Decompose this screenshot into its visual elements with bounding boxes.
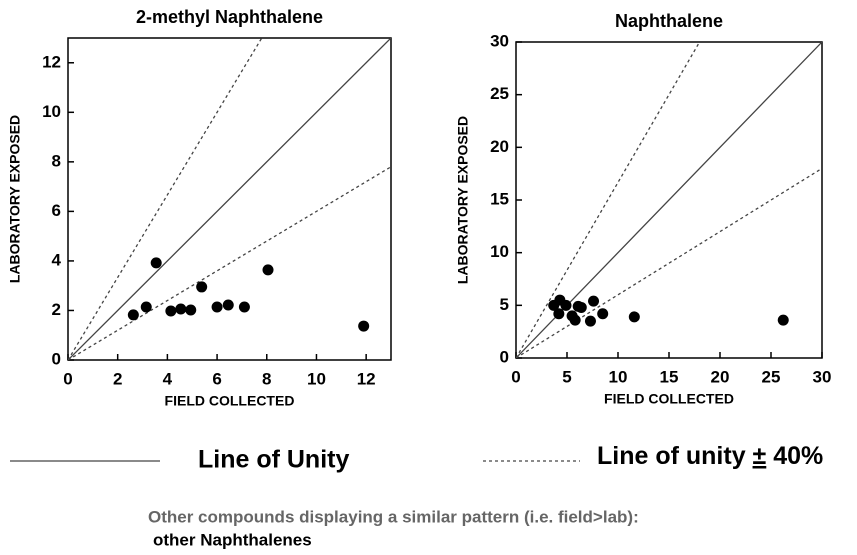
- point: [238, 301, 250, 313]
- legend-solid-label: Line of Unity: [198, 446, 349, 474]
- point: [584, 315, 596, 327]
- y-tick-label: 30: [490, 31, 509, 50]
- reference-line: [68, 38, 391, 360]
- x-tick-label: 5: [562, 367, 571, 386]
- legend-part: ±: [753, 442, 767, 470]
- legend-dashed-label: Line of unity ± 40%: [597, 442, 823, 470]
- y-tick-label: 25: [490, 84, 509, 103]
- point: [777, 314, 789, 326]
- point: [588, 295, 600, 307]
- point: [358, 320, 370, 332]
- y-axis-label: LABORATORY EXPOSED: [7, 115, 23, 283]
- x-tick-label: 4: [163, 369, 173, 388]
- reference-lines: [68, 38, 391, 360]
- y-tick-label: 10: [490, 242, 509, 261]
- y-tick-label: 20: [490, 137, 509, 156]
- point: [185, 304, 197, 316]
- plot-frame: [67, 37, 392, 361]
- point: [560, 299, 572, 311]
- reference-line: [68, 38, 263, 360]
- point: [597, 308, 609, 320]
- x-tick-label: 30: [813, 367, 832, 386]
- point: [196, 281, 208, 293]
- x-tick-label: 25: [762, 367, 781, 386]
- x-axis-label: FIELD COLLECTED: [165, 393, 295, 409]
- y-tick-label: 0: [500, 347, 509, 366]
- chart-title: 2-methyl Naphthalene: [136, 7, 323, 27]
- y-tick-label: 12: [42, 52, 61, 71]
- x-tick-label: 10: [609, 367, 628, 386]
- x-tick-label: 8: [262, 369, 271, 388]
- y-tick-label: 10: [42, 102, 61, 121]
- x-tick-label: 2: [113, 369, 122, 388]
- y-tick-label: 2: [52, 300, 61, 319]
- legend-part: 40%: [766, 442, 823, 470]
- y-tick-label: 15: [490, 189, 509, 208]
- x-axis-label: FIELD COLLECTED: [604, 391, 734, 407]
- point: [575, 301, 587, 313]
- note-line: Other compounds displaying a similar pat…: [148, 507, 639, 526]
- point: [127, 309, 139, 321]
- reference-line: [516, 167, 822, 358]
- y-tick-label: 6: [52, 201, 61, 220]
- x-tick-label: 12: [357, 369, 376, 388]
- point: [262, 264, 274, 276]
- legend-part: Line of unity: [597, 442, 753, 470]
- x-tick-label: 0: [63, 369, 72, 388]
- point: [222, 299, 234, 311]
- point: [165, 305, 177, 317]
- point: [150, 257, 162, 269]
- x-tick-label: 6: [212, 369, 221, 388]
- y-tick-label: 5: [500, 295, 509, 314]
- y-tick-label: 4: [52, 250, 62, 269]
- y-axis-label: LABORATORY EXPOSED: [455, 116, 471, 284]
- chart-title: Naphthalene: [615, 11, 723, 31]
- x-tick-label: 10: [307, 369, 326, 388]
- y-tick-label: 0: [52, 349, 61, 368]
- y-tick-label: 8: [52, 151, 61, 170]
- x-tick-label: 0: [511, 367, 520, 386]
- point: [553, 308, 565, 320]
- point: [211, 301, 223, 313]
- point: [140, 301, 152, 313]
- reference-line: [68, 166, 391, 360]
- x-tick-label: 15: [660, 367, 679, 386]
- point: [628, 311, 640, 323]
- point: [569, 314, 581, 326]
- note-line: other Naphthalenes: [153, 530, 312, 549]
- point: [175, 303, 187, 315]
- x-tick-label: 20: [711, 367, 730, 386]
